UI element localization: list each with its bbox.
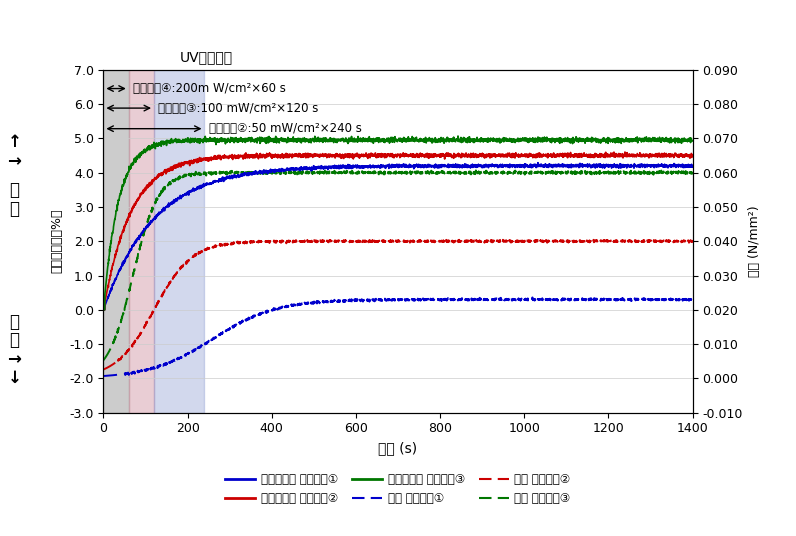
Text: 縮: 縮 [10,200,19,218]
Y-axis label: 応力 (N/mm²): 応力 (N/mm²) [748,205,761,277]
Text: ↑: ↑ [7,133,21,151]
Y-axis label: 体積減少率（%）: 体積減少率（%） [51,209,64,273]
Text: 張: 張 [10,331,19,349]
Text: 膨: 膨 [10,312,19,331]
Text: →: → [7,152,21,170]
Text: 确化条件④:200m W/cm²×60 s: 确化条件④:200m W/cm²×60 s [133,82,286,95]
Bar [154,70,205,413]
Bar [129,70,154,413]
Text: 确化条件③:100 mW/cm²×120 s: 确化条件③:100 mW/cm²×120 s [158,102,318,115]
Legend: 体積減少率 确化条件①, 体積減少率 确化条件②, 体積減少率 确化条件③, 応力 确化条件①, 応力 确化条件②, 応力 确化条件③: 体積減少率 确化条件①, 体積減少率 确化条件②, 体積減少率 确化条件③, 応… [220,468,576,510]
Text: 确化条件②:50 mW/cm²×240 s: 确化条件②:50 mW/cm²×240 s [209,122,361,135]
Text: ↓: ↓ [7,369,21,387]
Bar [103,70,129,413]
Text: 収: 収 [10,181,19,199]
Text: →: → [7,350,21,368]
X-axis label: 時間 (s): 時間 (s) [378,441,418,455]
Text: UV照射範囲: UV照射範囲 [180,50,233,64]
